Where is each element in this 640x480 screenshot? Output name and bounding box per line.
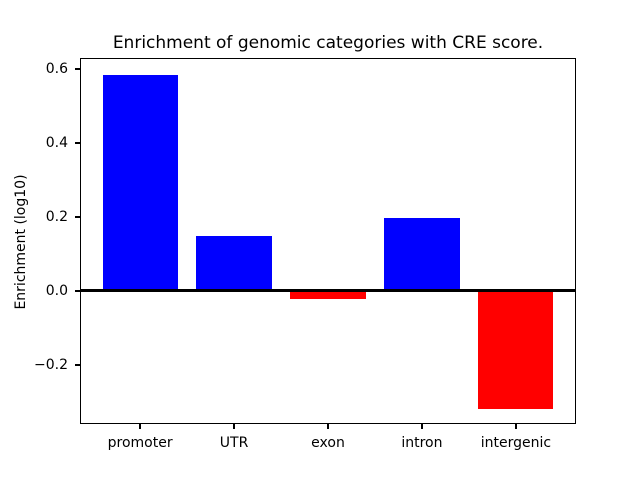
y-tick-label: −0.2 xyxy=(34,356,68,373)
y-tick-mark xyxy=(75,142,80,144)
x-tick-mark xyxy=(515,424,517,429)
chart-title: Enrichment of genomic categories with CR… xyxy=(112,33,544,53)
y-tick-mark xyxy=(75,363,80,366)
bar-UTR xyxy=(196,236,272,291)
x-tick-label-intron: intron xyxy=(401,435,443,451)
bar-intergenic xyxy=(478,290,554,409)
x-tick-mark xyxy=(233,424,235,429)
bar-promoter xyxy=(102,74,178,291)
y-tick-label: 0.6 xyxy=(45,61,68,78)
x-tick-mark xyxy=(139,424,141,429)
y-tick-mark xyxy=(75,290,80,292)
y-tick-mark xyxy=(75,68,80,70)
x-tick-label-promoter: promoter xyxy=(107,435,173,451)
x-tick-mark xyxy=(327,424,329,429)
bar-exon xyxy=(290,290,366,299)
bar-intron xyxy=(384,217,460,291)
x-tick-mark xyxy=(421,424,423,429)
x-tick-label-exon: exon xyxy=(311,435,345,451)
x-tick-label-UTR: UTR xyxy=(219,435,249,451)
y-tick-label: 0.4 xyxy=(45,135,68,152)
y-tick-mark xyxy=(75,216,80,218)
y-tick-label: 0.0 xyxy=(45,282,68,299)
x-tick-label-intergenic: intergenic xyxy=(480,435,552,451)
zero-line xyxy=(80,289,576,293)
y-tick-label: 0.2 xyxy=(45,208,68,225)
